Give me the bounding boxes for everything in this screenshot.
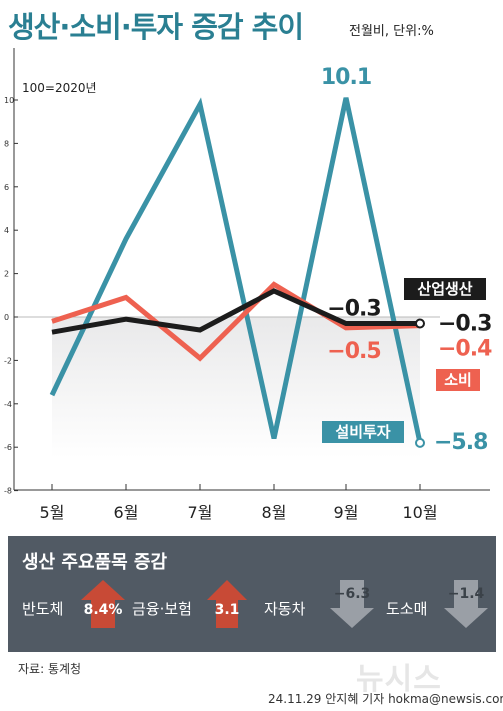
down-arrow-icon: −1.4 xyxy=(444,580,488,628)
y-tick-label: 4 xyxy=(4,226,9,235)
x-tick-label: 8월 xyxy=(262,503,287,522)
y-tick-label: -6 xyxy=(4,443,12,452)
legend-tag-label: 산업생산 xyxy=(417,280,472,298)
down-arrow-icon: −6.3 xyxy=(330,580,374,628)
item-value-semiconductor: 8.4% xyxy=(83,602,123,618)
source-note: 자료: 통계청 xyxy=(18,662,82,676)
item-value-auto: −6.3 xyxy=(333,586,371,602)
legend-tag-label: 설비투자 xyxy=(335,423,390,441)
x-tick-label: 5월 xyxy=(40,503,65,522)
item-label-retail: 도소매 xyxy=(386,600,428,618)
data-label: −5.8 xyxy=(434,430,487,455)
up-arrow-icon: 8.4% xyxy=(81,580,125,628)
item-label-semiconductor: 반도체 xyxy=(22,600,64,618)
y-tick-label: 8 xyxy=(4,139,9,148)
data-label: −0.3 xyxy=(327,297,380,322)
data-point xyxy=(415,437,425,448)
data-label: −0.4 xyxy=(438,337,492,362)
y-tick-label: -2 xyxy=(4,356,12,365)
x-tick-label: 10월 xyxy=(402,503,437,522)
chart-title: 생산·소비·투자 증감 추이 xyxy=(8,10,304,44)
data-label: −0.5 xyxy=(327,339,380,364)
x-tick-label: 9월 xyxy=(334,503,359,522)
data-label: −0.3 xyxy=(438,312,491,337)
up-arrow-icon: 3.1 xyxy=(207,580,247,628)
y-tick-label: 0 xyxy=(4,313,9,322)
watermark-logo: 뉴시스 xyxy=(356,662,442,697)
x-tick-label: 6월 xyxy=(114,503,139,522)
y-tick-label: -4 xyxy=(4,400,12,409)
series-line xyxy=(51,288,420,335)
y-tick-label: -8 xyxy=(4,487,12,496)
base-note: 100=2020년 xyxy=(22,81,97,95)
chart-subtitle: 전월비, 단위:% xyxy=(349,24,434,39)
data-point xyxy=(415,318,425,329)
panel-title: 생산 주요품목 증감 xyxy=(22,552,168,573)
byline: 24.11.29 안지혜 기자 hokma@newsis.com xyxy=(268,692,503,706)
legend-tag-label: 소비 xyxy=(444,371,472,389)
item-value-finance: 3.1 xyxy=(214,602,240,618)
series-line xyxy=(49,97,423,444)
item-label-auto: 자동차 xyxy=(264,600,306,618)
legend-tag xyxy=(322,421,404,443)
items-panel: 생산 주요품목 증감 반도체 8.4% 금융·보험 3.1 자동차 −6.3 도… xyxy=(8,536,496,652)
item-label-finance: 금융·보험 xyxy=(132,600,192,618)
legend-tag xyxy=(404,278,486,300)
line-chart: 10 8 6 4 2 0 -2 -4 -6 -8 100=2020년 5월 6월 7월 8월 9월 10월 10.… xyxy=(4,48,493,522)
data-label: 10.1 xyxy=(321,65,371,90)
y-tick-label: 6 xyxy=(4,183,9,192)
y-tick-label: 10 xyxy=(4,96,14,105)
series-line xyxy=(51,281,421,362)
item-value-retail: −1.4 xyxy=(447,586,485,602)
x-tick-label: 7월 xyxy=(188,503,213,522)
y-tick-label: 2 xyxy=(4,270,9,279)
legend-tag xyxy=(436,369,480,391)
